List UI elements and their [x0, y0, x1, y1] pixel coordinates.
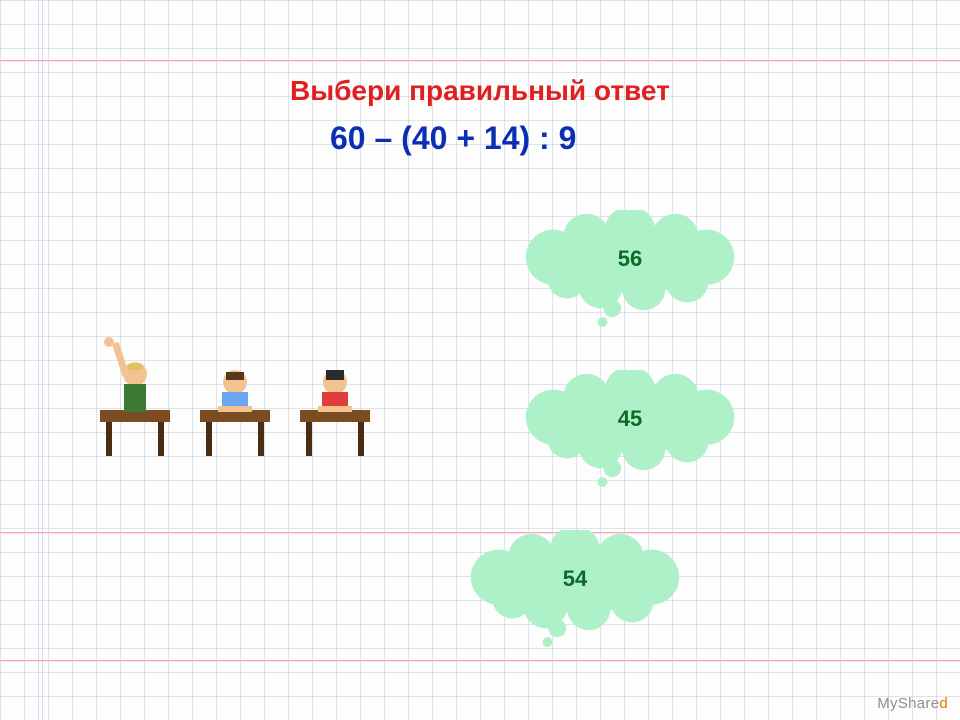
math-expression: 60 – (40 + 14) : 9 [330, 120, 576, 157]
watermark: MyShared [877, 695, 948, 712]
watermark-text: MyShare [877, 695, 939, 712]
watermark-accent: d [939, 695, 948, 712]
cloud-icon [500, 210, 760, 328]
cloud-icon [500, 370, 760, 488]
answer-option-3[interactable]: 54 [445, 530, 705, 648]
answer-option-1[interactable]: 56 [500, 210, 760, 328]
notebook-margin-line [38, 0, 39, 720]
students-illustration [90, 330, 390, 470]
notebook-rule-top [0, 60, 960, 62]
cloud-icon [445, 530, 705, 648]
notebook-margin-line [42, 0, 43, 720]
instruction-title: Выбери правильный ответ [290, 75, 670, 107]
students-svg [90, 330, 390, 470]
answer-option-2[interactable]: 45 [500, 370, 760, 488]
notebook-rule-bottom [0, 660, 960, 662]
